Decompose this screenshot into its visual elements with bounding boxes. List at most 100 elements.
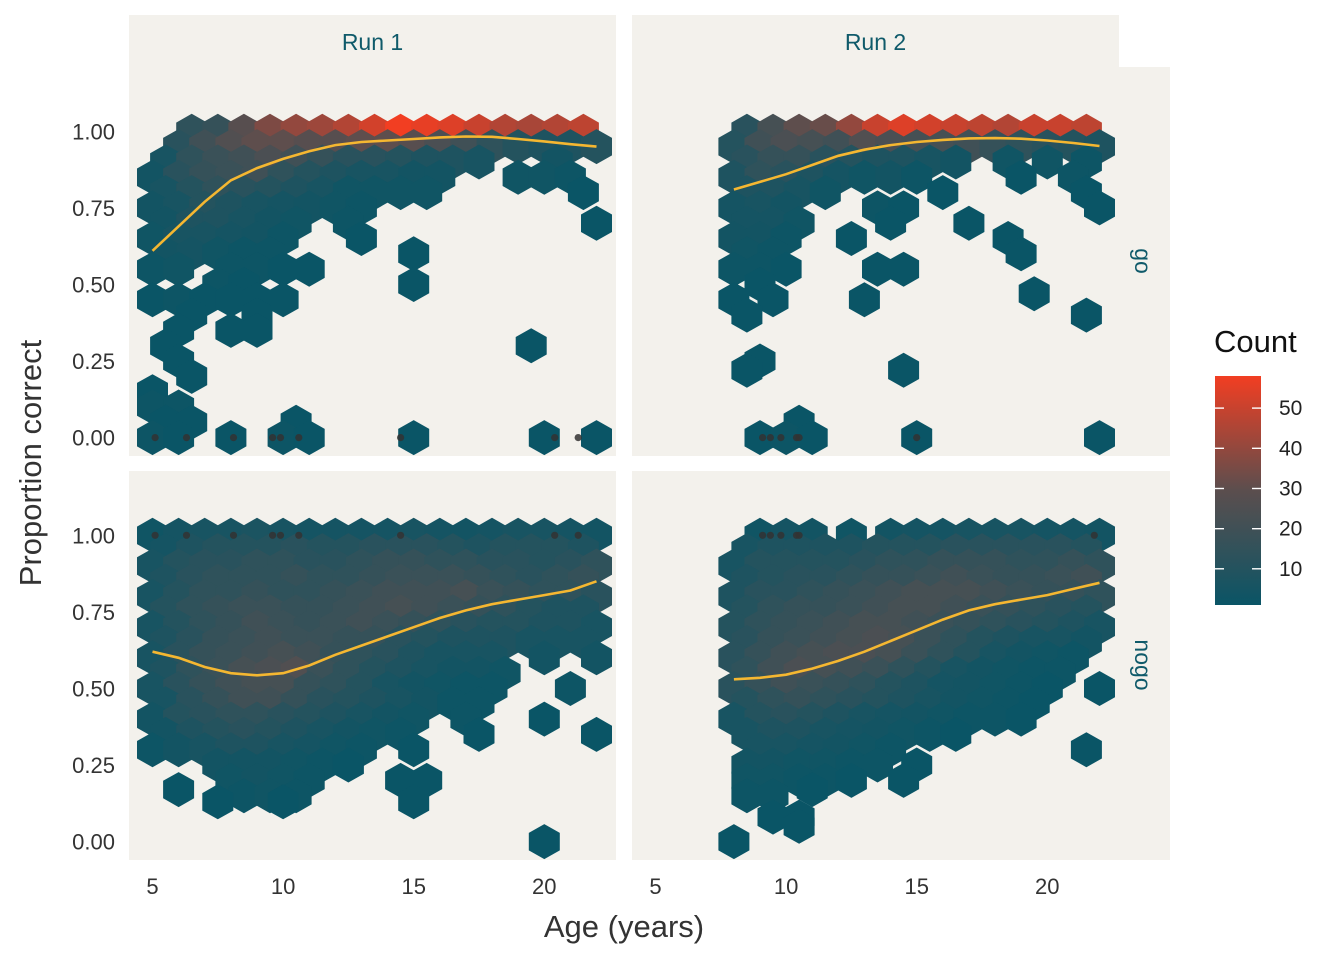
hex-bin: [731, 352, 763, 388]
hex-bin: [718, 251, 750, 287]
hex-bin: [293, 251, 325, 287]
hex-bin: [163, 420, 195, 456]
hex-bin: [848, 282, 880, 318]
outlier-point: [229, 434, 238, 442]
y-axis-ticks-bottom: 0.00 0.25 0.50 0.75 1.00: [72, 523, 115, 854]
hex-bin: [888, 762, 920, 798]
legend-ticks: 10 20 30 40 50: [1215, 397, 1302, 581]
outlier-point: [182, 531, 191, 539]
outlier-point: [276, 434, 285, 442]
hex-bin: [835, 762, 867, 798]
hex-bin: [398, 784, 430, 820]
hex-bin: [731, 297, 763, 333]
hex-layer: [137, 517, 612, 860]
hex-bin: [888, 251, 920, 287]
hex-bin: [1005, 159, 1037, 195]
hex-bin: [888, 352, 920, 388]
outlier-point: [574, 531, 582, 539]
hex-bin: [215, 312, 247, 348]
outlier-point: [397, 434, 405, 442]
x-tick-label: 20: [1035, 874, 1059, 899]
hex-bin: [581, 420, 612, 456]
legend: Count 10 20 30 40 50: [1214, 324, 1302, 605]
x-tick-label: 10: [271, 874, 295, 899]
outlier-point: [913, 434, 921, 442]
hex-bin: [940, 144, 972, 180]
outlier-point: [269, 531, 277, 539]
outlier-point: [397, 531, 405, 539]
hex-bin: [914, 716, 946, 752]
y-tick-label: 1.00: [72, 119, 115, 144]
x-tick-label: 20: [532, 874, 556, 899]
hex-bin: [1005, 236, 1037, 272]
hex-bin: [757, 282, 789, 318]
hex-bin: [398, 236, 430, 272]
hex-bin: [796, 772, 828, 808]
y-tick-label: 0.25: [72, 753, 115, 778]
strip-run1: Run 1: [129, 15, 616, 67]
y-tick-label: 0.00: [72, 830, 115, 855]
hex-bin: [581, 205, 612, 241]
strip-run2: Run 2: [632, 15, 1119, 67]
hex-bin: [398, 420, 430, 456]
panel-run2-go: [632, 67, 1170, 456]
hex-bin: [528, 824, 560, 860]
y-tick-label: 0.00: [72, 426, 115, 451]
hex-bin: [528, 701, 560, 737]
hex-bin: [718, 824, 750, 860]
outlier-point: [151, 434, 159, 442]
hex-bin: [137, 732, 168, 768]
hex-bin: [528, 159, 560, 195]
hex-bin: [770, 420, 802, 456]
hex-bin: [176, 358, 208, 394]
hex-bin: [875, 159, 907, 195]
hex-bin: [796, 420, 828, 456]
x-tick-label: 5: [649, 874, 661, 899]
outlier-point: [295, 434, 303, 442]
outlier-point: [151, 531, 159, 539]
y-tick-label: 0.25: [72, 349, 115, 374]
x-axis-title: Age (years): [544, 909, 704, 944]
legend-tick-label: 30: [1279, 478, 1302, 501]
points-layer: [759, 434, 921, 442]
hex-bin: [515, 328, 547, 364]
outlier-point: [795, 531, 803, 539]
hex-bin: [267, 784, 299, 820]
outlier-point: [574, 434, 582, 442]
x-tick-label: 5: [146, 874, 158, 899]
hex-bin: [463, 144, 495, 180]
legend-tick-label: 20: [1279, 518, 1302, 541]
points-layer: [759, 531, 1098, 539]
hex-bin: [1005, 701, 1037, 737]
hex-layer: [137, 113, 612, 456]
hex-bin: [137, 251, 168, 287]
hex-bin: [293, 420, 325, 456]
hex-bin: [862, 251, 893, 287]
panel-run1-go: [129, 67, 616, 456]
legend-colorbar: [1215, 376, 1261, 605]
hex-bin: [835, 221, 867, 256]
hex-bin: [940, 716, 972, 752]
outlier-point: [795, 434, 803, 442]
hex-bin: [241, 312, 273, 348]
panel-run2-nogo: [632, 471, 1170, 860]
x-axis-ticks-right: 5 10 15 20: [649, 874, 1059, 899]
hex-bin: [332, 747, 364, 783]
hex-bin: [731, 778, 763, 814]
x-axis-ticks-left: 5 10 15 20: [146, 874, 556, 899]
hex-bin: [848, 159, 880, 195]
strip-label-run1: Run 1: [342, 29, 403, 55]
hex-bin: [809, 175, 841, 211]
outlier-point: [766, 434, 775, 442]
hex-bin: [1084, 671, 1115, 706]
y-tick-label: 1.00: [72, 523, 115, 548]
outlier-point: [182, 434, 191, 442]
outlier-point: [777, 531, 785, 539]
hex-bin: [267, 251, 299, 287]
strip-label-go: go: [1130, 248, 1156, 274]
x-tick-label: 10: [774, 874, 798, 899]
outlier-point: [551, 434, 559, 442]
hex-bin: [528, 640, 560, 676]
hex-bin: [1031, 144, 1063, 180]
